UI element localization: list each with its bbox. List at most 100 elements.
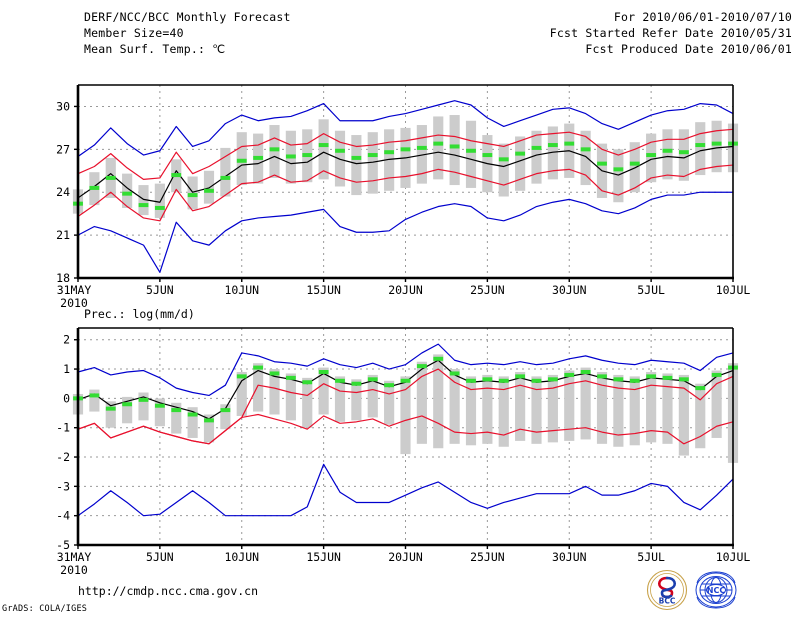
- range-bar: [416, 361, 427, 444]
- range-bar: [154, 183, 165, 218]
- x-tick-label: 10JUN: [224, 550, 259, 564]
- range-bar: [138, 185, 149, 216]
- observed-marker: [613, 167, 624, 172]
- series-line: [77, 413, 734, 445]
- range-bar: [695, 383, 706, 449]
- y-tick-label: -2: [56, 450, 70, 464]
- range-bar: [236, 132, 247, 186]
- observed-marker: [285, 154, 296, 159]
- range-bar: [105, 401, 116, 428]
- observed-marker: [547, 377, 558, 382]
- x-tick-label: 20JUN: [388, 550, 423, 564]
- range-bar: [187, 407, 198, 438]
- observed-marker: [646, 374, 657, 379]
- observed-marker: [269, 371, 280, 376]
- series-line: [77, 463, 734, 517]
- range-bar: [187, 176, 198, 210]
- y-tick-label: 27: [56, 142, 70, 156]
- observed-marker: [433, 356, 444, 361]
- range-bar: [154, 398, 165, 427]
- range-bar: [515, 136, 526, 191]
- range-bar: [367, 374, 378, 418]
- x-tick-label: 31MAY: [57, 550, 92, 564]
- range-bar: [351, 379, 362, 421]
- panel-title-precipitation: Prec.: log(mm/d): [84, 307, 195, 321]
- observed-markers: [73, 356, 738, 423]
- range-bar: [171, 402, 182, 434]
- observed-marker: [416, 145, 427, 150]
- range-bar: [384, 380, 395, 425]
- forecast-period-label: For 2010/06/01-2010/07/10: [613, 10, 792, 24]
- range-bar: [564, 370, 575, 441]
- range-bar: [498, 376, 509, 447]
- range-bar: [629, 142, 640, 193]
- range-bar: [531, 130, 542, 184]
- y-tick-label: 2: [63, 333, 70, 347]
- series-line: [77, 128, 734, 180]
- x-tick-label: 10JUN: [224, 283, 259, 297]
- observed-marker: [384, 150, 395, 155]
- grads-credit: GrADS: COLA/IGES: [2, 604, 88, 614]
- observed-marker: [220, 175, 231, 180]
- observed-marker: [351, 155, 362, 160]
- y-tick-label: -5: [56, 538, 70, 552]
- x-tick-label: 25JUN: [470, 550, 505, 564]
- x-tick-label: 31MAY: [57, 283, 92, 297]
- x-axis-year-label: 2010: [60, 296, 88, 310]
- observed-marker: [482, 153, 493, 158]
- y-tick-label: 21: [56, 228, 70, 242]
- range-bar: [285, 373, 296, 421]
- plot-panel-top: 18 21 24 27 30 31MAY 5JUN 10JUN 15JUN 20JUN 25JUN 3…: [56, 84, 750, 310]
- observed-marker: [89, 393, 100, 398]
- observed-marker: [597, 374, 607, 379]
- observed-marker: [367, 377, 378, 382]
- observed-marker: [302, 380, 313, 385]
- range-bar: [433, 116, 444, 180]
- observed-marker: [400, 147, 411, 152]
- range-bar: [646, 371, 657, 443]
- source-url[interactable]: http://cmdp.ncc.cma.gov.cn: [78, 584, 259, 598]
- observed-marker: [449, 144, 460, 149]
- x-tick-label: 15JUN: [306, 550, 341, 564]
- observed-marker: [482, 377, 493, 382]
- range-bar: [711, 120, 722, 173]
- range-bar: [547, 374, 558, 443]
- range-bar: [711, 370, 722, 438]
- y-tick-label: 30: [56, 99, 70, 113]
- observed-marker: [547, 143, 558, 148]
- range-bar: [482, 374, 493, 444]
- range-bar: [596, 371, 608, 444]
- ncc-logo-text: NCC: [707, 586, 726, 595]
- observed-marker: [515, 151, 526, 156]
- range-bar: [269, 369, 280, 415]
- range-bar: [384, 129, 395, 191]
- range-bar: [515, 371, 526, 441]
- observed-marker: [433, 141, 444, 146]
- x-tick-label: 30JUN: [552, 283, 587, 297]
- agency-logos: BCC NCC: [646, 569, 742, 611]
- observed-marker: [564, 141, 575, 146]
- observed-marker: [564, 372, 575, 377]
- observed-marker: [662, 148, 673, 153]
- observed-marker: [498, 157, 509, 162]
- y-tick-label: 18: [56, 271, 70, 285]
- range-bar: [465, 376, 477, 446]
- x-tick-label: 5JUL: [637, 283, 665, 297]
- range-bar: [220, 404, 231, 430]
- variable-label-temperature: Mean Surf. Temp.: ℃: [84, 42, 226, 56]
- range-bar: [302, 377, 313, 428]
- observed-marker: [597, 161, 607, 166]
- range-bar: [89, 389, 100, 412]
- range-bar: [236, 371, 247, 416]
- observed-marker: [122, 402, 133, 407]
- range-bar: [547, 126, 558, 180]
- observed-marker: [449, 371, 460, 376]
- range-bar: [662, 373, 673, 444]
- range-bar: [433, 354, 444, 449]
- range-bar: [678, 129, 689, 181]
- range-bar: [678, 374, 689, 456]
- y-tick-label: -1: [56, 421, 70, 435]
- observed-marker: [351, 381, 362, 386]
- observed-marker: [154, 205, 165, 210]
- observed-marker: [204, 188, 214, 193]
